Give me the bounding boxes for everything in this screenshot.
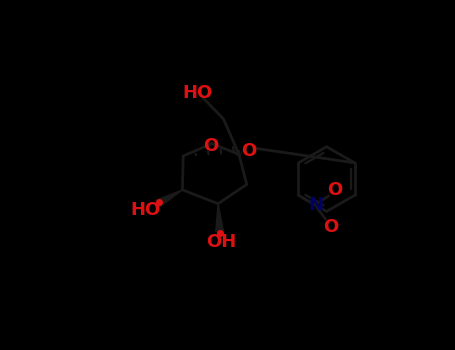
Text: OH: OH xyxy=(206,233,236,251)
Text: O: O xyxy=(242,141,257,160)
Text: HO: HO xyxy=(183,84,213,102)
Text: O: O xyxy=(324,218,339,236)
Polygon shape xyxy=(156,190,182,207)
Text: O: O xyxy=(203,137,219,155)
Text: O: O xyxy=(327,181,343,199)
Polygon shape xyxy=(216,204,223,232)
Text: N: N xyxy=(308,196,323,214)
Text: HO: HO xyxy=(130,201,160,219)
Text: w: w xyxy=(234,148,242,158)
